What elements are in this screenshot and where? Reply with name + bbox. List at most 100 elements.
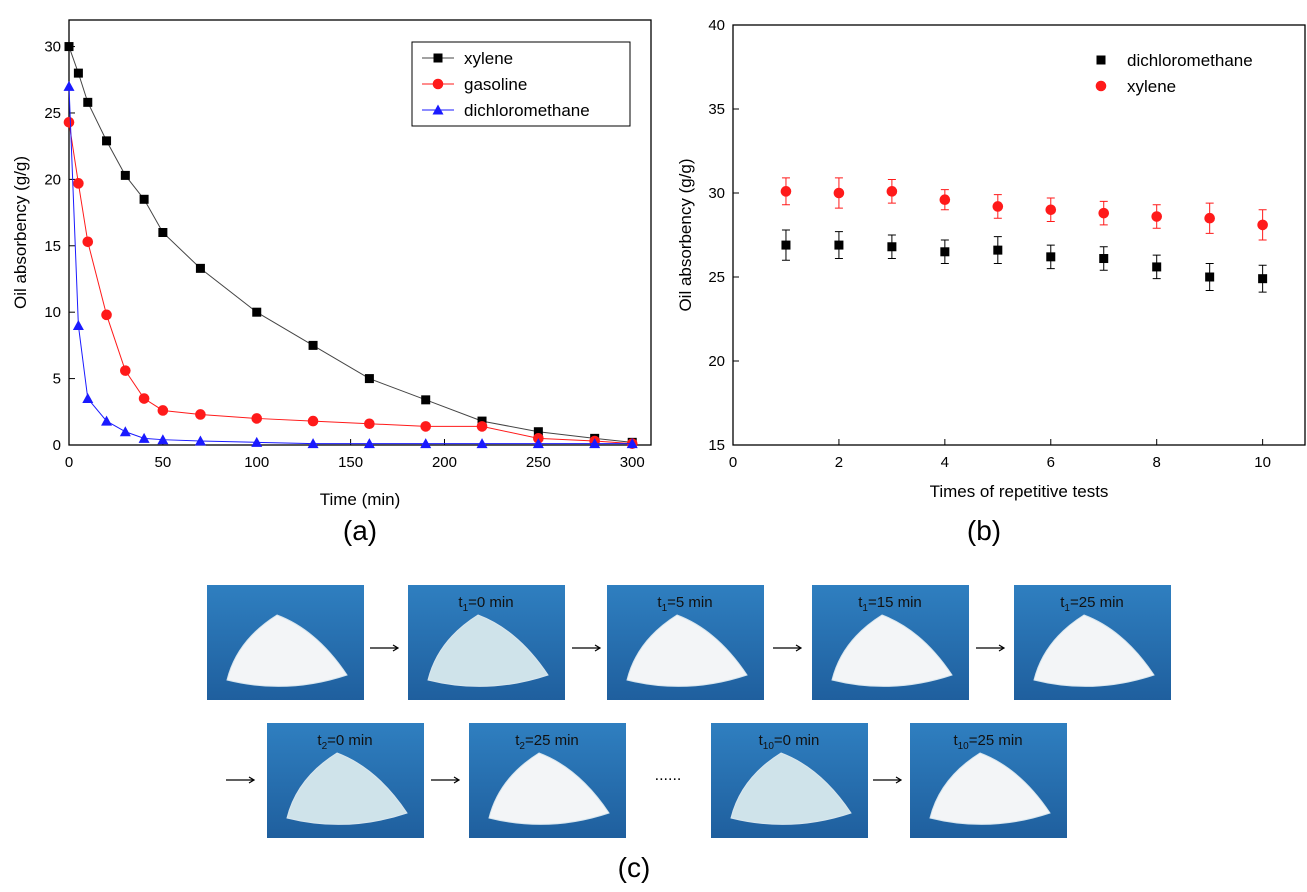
marker — [420, 421, 431, 432]
marker — [140, 195, 149, 204]
caption-sub: 10 — [763, 741, 775, 752]
x-tick-label: 200 — [432, 454, 457, 471]
marker — [73, 320, 84, 330]
marker — [1152, 262, 1161, 271]
marker — [1205, 273, 1214, 282]
arrow — [773, 645, 801, 651]
x-axis-label: Times of repetitive tests — [930, 482, 1109, 501]
y-tick-label: 30 — [708, 185, 725, 202]
marker — [781, 241, 790, 250]
marker — [82, 236, 93, 247]
legend-marker — [433, 79, 444, 90]
marker — [477, 421, 488, 432]
marker — [251, 413, 262, 424]
x-tick-label: 100 — [244, 454, 269, 471]
panel-label: (b) — [967, 515, 1001, 546]
marker — [1046, 252, 1055, 261]
arrow — [431, 777, 459, 783]
series-line — [69, 122, 632, 443]
legend-marker — [1097, 56, 1106, 65]
marker — [102, 136, 111, 145]
marker — [1045, 205, 1056, 216]
arrow — [873, 777, 901, 783]
panel-label: (c) — [618, 852, 651, 883]
legend-label: dichloromethane — [464, 101, 590, 120]
marker — [65, 42, 74, 51]
caption-text: =0 min — [468, 594, 513, 611]
panel-label: (a) — [343, 515, 377, 546]
marker — [421, 395, 430, 404]
caption-text: =15 min — [868, 594, 922, 611]
arrow — [572, 645, 600, 651]
y-tick-label: 15 — [708, 437, 725, 454]
marker — [993, 246, 1002, 255]
x-tick-label: 4 — [941, 454, 949, 471]
caption-text: =25 min — [1070, 594, 1124, 611]
legend-label: gasoline — [464, 75, 527, 94]
marker — [309, 341, 318, 350]
legend-label: dichloromethane — [1127, 51, 1253, 70]
ellipsis: ...... — [655, 767, 682, 784]
marker — [1151, 211, 1162, 222]
marker — [308, 416, 319, 427]
x-tick-label: 150 — [338, 454, 363, 471]
x-tick-label: 300 — [620, 454, 645, 471]
marker — [781, 186, 792, 197]
marker — [139, 393, 150, 404]
figure: t1=0 mint1=5 mint1=15 mint1=25 mint2=0 m… — [0, 0, 1307, 887]
x-tick-label: 250 — [526, 454, 551, 471]
y-tick-label: 35 — [708, 101, 725, 118]
caption-text: =25 min — [525, 732, 579, 749]
marker — [64, 117, 75, 128]
y-tick-label: 25 — [708, 269, 725, 286]
caption-text: =5 min — [667, 594, 712, 611]
x-tick-label: 2 — [835, 454, 843, 471]
marker — [252, 308, 261, 317]
marker — [887, 186, 898, 197]
marker — [83, 98, 92, 107]
x-axis-label: Time (min) — [320, 490, 401, 509]
marker — [73, 178, 84, 189]
y-tick-label: 20 — [708, 353, 725, 370]
marker — [364, 418, 375, 429]
marker — [82, 393, 93, 403]
marker — [1257, 220, 1268, 231]
page: t1=0 mint1=5 mint1=15 mint1=25 mint2=0 m… — [0, 0, 1307, 892]
y-tick-label: 25 — [44, 105, 61, 122]
marker — [120, 365, 131, 376]
marker — [158, 228, 167, 237]
marker — [196, 264, 205, 273]
y-axis-label: Oil absorbency (g/g) — [11, 156, 30, 309]
marker — [940, 247, 949, 256]
marker — [365, 374, 374, 383]
x-tick-label: 0 — [729, 454, 737, 471]
marker — [887, 242, 896, 251]
series-line — [69, 86, 632, 443]
x-tick-label: 8 — [1153, 454, 1161, 471]
marker — [834, 188, 845, 199]
marker — [74, 69, 83, 78]
caption-text: =0 min — [327, 732, 372, 749]
legend-marker — [434, 54, 443, 63]
caption-sub: 10 — [958, 741, 970, 752]
marker — [139, 433, 150, 443]
y-tick-label: 5 — [53, 371, 61, 388]
x-tick-label: 0 — [65, 454, 73, 471]
y-tick-label: 40 — [708, 17, 725, 34]
arrow — [976, 645, 1004, 651]
marker — [1099, 254, 1108, 263]
y-tick-label: 10 — [44, 304, 61, 321]
marker — [195, 409, 206, 420]
marker — [121, 171, 130, 180]
marker — [64, 81, 75, 91]
y-tick-label: 30 — [44, 39, 61, 56]
marker — [1258, 274, 1267, 283]
y-tick-label: 0 — [53, 437, 61, 454]
marker — [158, 405, 169, 416]
marker — [1098, 208, 1109, 219]
marker — [120, 426, 131, 436]
plot-frame — [733, 25, 1305, 445]
legend-label: xylene — [1127, 77, 1176, 96]
arrow — [226, 777, 254, 783]
